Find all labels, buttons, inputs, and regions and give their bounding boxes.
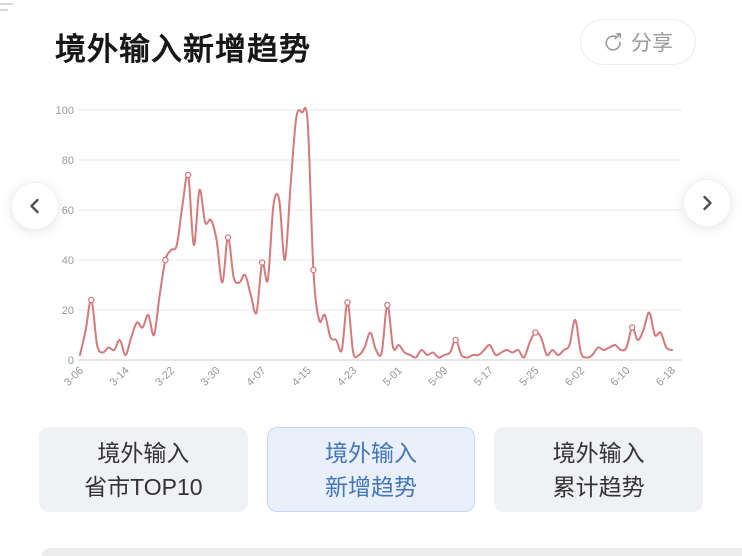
new-trend-line-chart[interactable]: 0 20 40 60 80 100 3-06 3-14 3-22 3-30 4-07 4-15 4-23…	[0, 90, 742, 402]
share-icon	[603, 31, 625, 53]
svg-text:5-25: 5-25	[517, 365, 541, 389]
cropped-content-artifact	[0, 3, 13, 5]
next-section-edge	[42, 548, 742, 556]
chevron-left-icon	[25, 196, 45, 216]
svg-text:3-14: 3-14	[108, 365, 132, 389]
svg-text:100: 100	[56, 105, 74, 117]
svg-text:5-17: 5-17	[472, 365, 496, 389]
share-label: 分享	[631, 32, 673, 55]
tab-overseas-cumulative[interactable]: 境外输入 累计趋势	[494, 427, 704, 512]
svg-text:40: 40	[62, 255, 74, 267]
tab-label-line2: 省市TOP10	[84, 473, 203, 500]
tab-label-line2: 新增趋势	[325, 473, 417, 500]
svg-text:3-30: 3-30	[199, 365, 223, 389]
svg-text:3-06: 3-06	[62, 365, 86, 389]
share-button[interactable]: 分享	[580, 19, 696, 65]
svg-text:5-09: 5-09	[426, 365, 450, 389]
svg-text:4-15: 4-15	[290, 365, 314, 389]
svg-text:0: 0	[68, 355, 74, 367]
svg-text:5-01: 5-01	[381, 365, 405, 389]
tab-overseas-top10[interactable]: 境外输入 省市TOP10	[39, 427, 248, 512]
svg-text:6-02: 6-02	[563, 365, 587, 389]
svg-text:6-18: 6-18	[654, 365, 678, 389]
tab-label-line1: 境外输入	[97, 439, 190, 466]
tab-bar: 境外输入 省市TOP10 境外输入 新增趋势 境外输入 累计趋势	[39, 427, 704, 512]
svg-text:4-23: 4-23	[335, 365, 359, 389]
svg-text:20: 20	[62, 305, 74, 317]
page-title: 境外输入新增趋势	[55, 32, 311, 67]
cropped-content-artifact	[0, 9, 8, 11]
tab-label-line1: 境外输入	[325, 439, 417, 466]
tab-overseas-new-trend[interactable]: 境外输入 新增趋势	[266, 427, 476, 512]
svg-text:80: 80	[62, 155, 74, 167]
svg-text:60: 60	[62, 205, 74, 217]
svg-text:6-10: 6-10	[609, 365, 633, 389]
svg-text:4-07: 4-07	[244, 365, 268, 389]
prev-button[interactable]	[11, 182, 59, 230]
next-button[interactable]	[683, 179, 731, 227]
chevron-right-icon	[697, 193, 717, 213]
svg-text:3-22: 3-22	[153, 365, 177, 389]
tab-label-line1: 境外输入	[552, 439, 645, 466]
tab-label-line2: 累计趋势	[552, 473, 645, 500]
